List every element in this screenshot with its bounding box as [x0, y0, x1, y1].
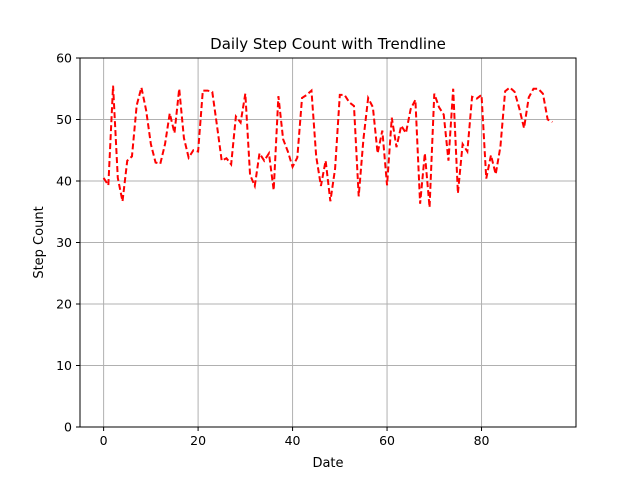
y-tick-label: 20 [56, 297, 72, 312]
y-tick-label: 40 [56, 174, 72, 189]
y-tick-label: 60 [56, 51, 72, 66]
y-axis-label: Step Count [32, 206, 47, 278]
y-tick-label: 30 [56, 235, 72, 250]
y-tick-label: 50 [56, 112, 72, 127]
grid-lines [80, 57, 576, 428]
x-axis-label: Date [312, 456, 343, 471]
y-tick-label: 10 [56, 358, 72, 373]
step-count-line [102, 85, 553, 208]
axis-ticks: 0 20 40 60 80 0 10 20 30 40 50 60 [56, 51, 489, 449]
x-tick-label: 40 [285, 433, 301, 448]
chart-title: Daily Step Count with Trendline [210, 35, 446, 53]
y-tick-label: 0 [64, 420, 72, 435]
x-tick-label: 80 [474, 433, 490, 448]
x-tick-label: 60 [379, 433, 395, 448]
series-layer [102, 85, 553, 208]
x-tick-label: 0 [100, 433, 108, 448]
x-tick-label: 20 [190, 433, 206, 448]
